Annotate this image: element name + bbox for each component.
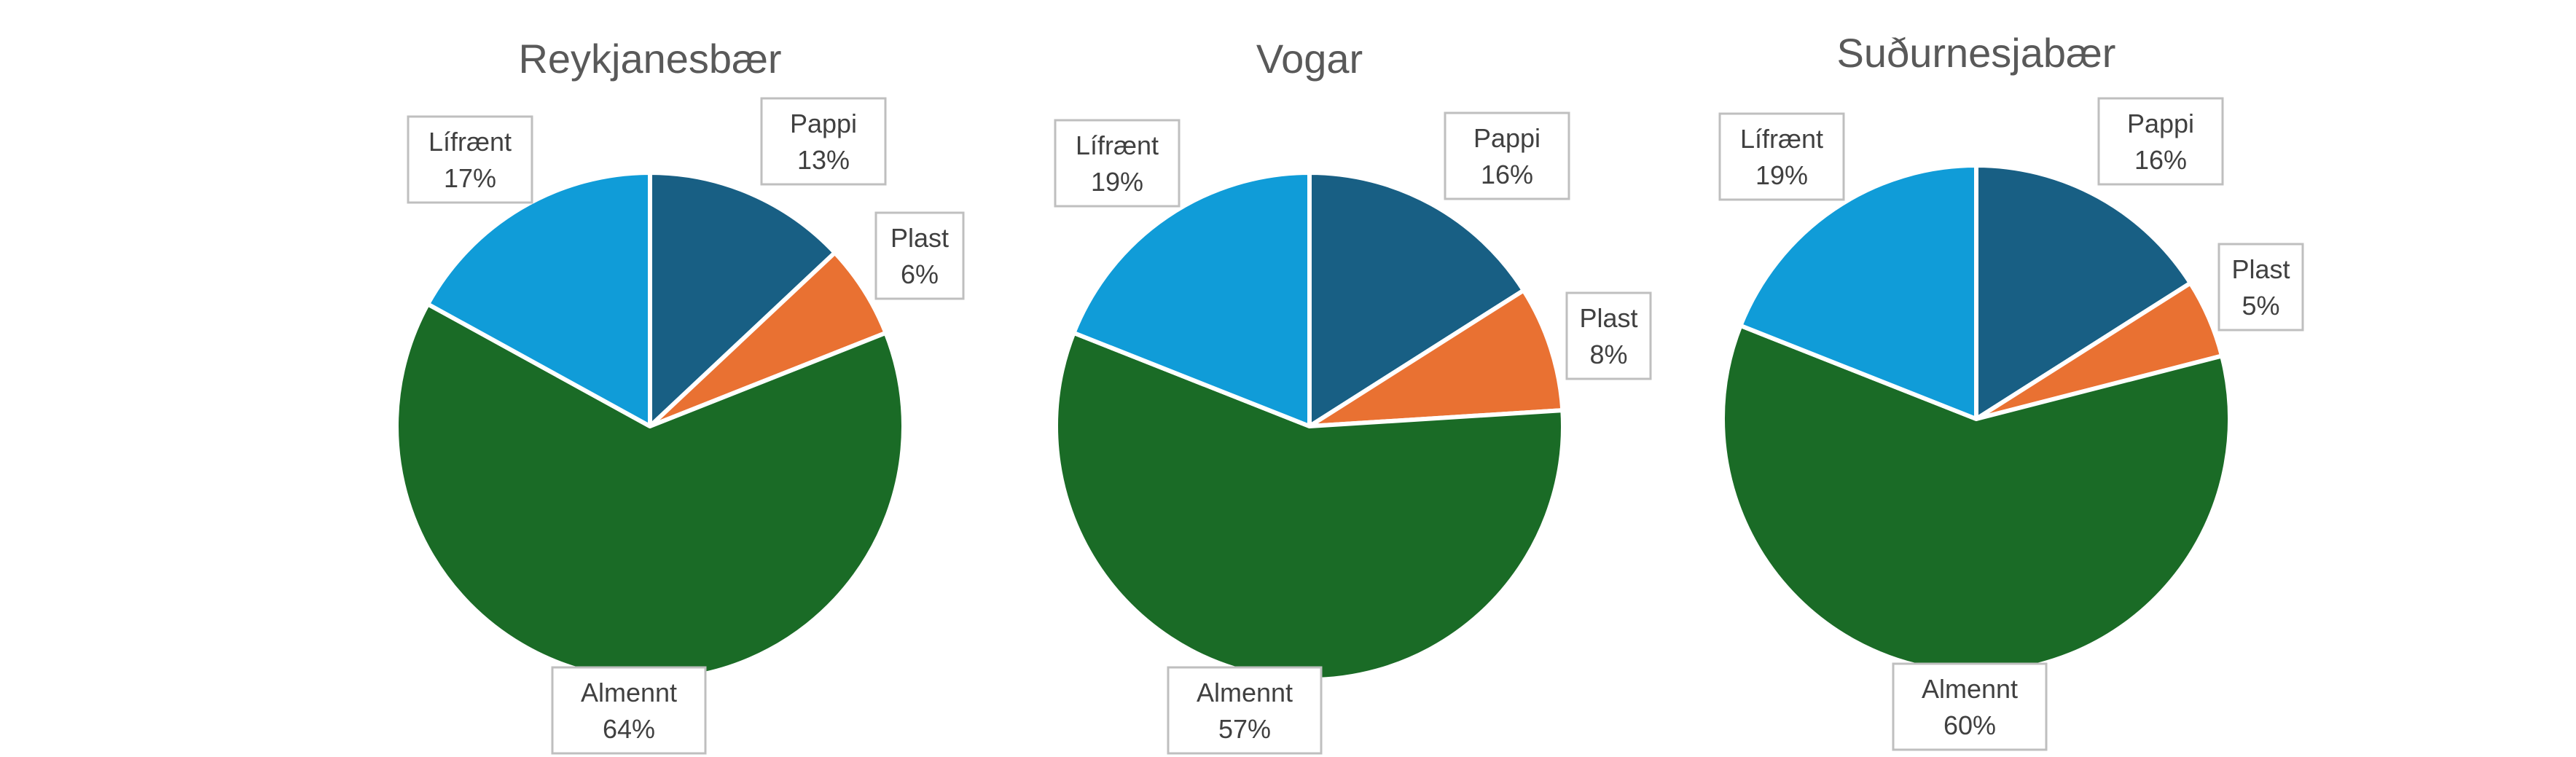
pie-slice-pappi	[1307, 170, 1526, 428]
chart-title: Vogar	[1256, 36, 1363, 82]
data-label-percent: 8%	[1589, 340, 1627, 369]
data-label-percent: 60%	[1943, 710, 1996, 740]
pie-slice-lfrnt	[1738, 163, 1978, 421]
data-label-category: Plast	[2231, 254, 2290, 284]
data-label-percent: 19%	[1755, 160, 1808, 190]
data-label-percent: 16%	[2134, 145, 2187, 175]
data-label-almennt: Almennt 57%	[1167, 666, 1323, 755]
data-label-box	[1565, 291, 1652, 380]
data-label-percent: 64%	[603, 714, 655, 744]
data-label-percent: 16%	[1481, 160, 1533, 189]
data-label-box	[1054, 119, 1181, 208]
data-label-category: Lífrænt	[1740, 124, 1823, 154]
data-label-almennt: Almennt 60%	[1892, 662, 2048, 751]
data-label-lfrnt: Lífrænt 19%	[1718, 112, 1845, 201]
pie-slice-pappi	[1974, 163, 2193, 421]
data-label-box	[1892, 662, 2048, 751]
data-label-category: Pappi	[2127, 109, 2194, 138]
pie-chart-reykjanesbaer: Reykjanesbær Pappi 13% Plast 6% Almennt 64% Lí…	[394, 36, 965, 755]
chart-title: Reykjanesbær	[518, 36, 781, 82]
data-label-percent: 57%	[1218, 714, 1271, 744]
data-label-box	[2097, 97, 2224, 186]
data-label-percent: 5%	[2242, 291, 2279, 321]
data-label-category: Pappi	[1473, 123, 1540, 153]
data-label-box	[551, 666, 707, 755]
data-label-box	[1167, 666, 1323, 755]
data-label-category: Lífrænt	[1076, 130, 1159, 160]
data-label-category: Almennt	[1197, 678, 1293, 707]
data-label-box	[1718, 112, 1845, 201]
data-label-percent: 13%	[797, 145, 850, 175]
data-label-percent: 19%	[1091, 167, 1143, 197]
data-label-plast: Plast 5%	[2217, 243, 2304, 332]
data-label-box	[1444, 111, 1570, 200]
data-label-pappi: Pappi 16%	[1444, 111, 1570, 200]
data-label-category: Lífrænt	[428, 127, 512, 157]
data-label-category: Almennt	[581, 678, 677, 707]
pie-slice-lfrnt	[1071, 170, 1312, 428]
data-label-box	[760, 97, 887, 186]
data-label-plast: Plast 8%	[1565, 291, 1652, 380]
pie-slice-pappi	[648, 170, 837, 428]
data-label-percent: 17%	[444, 163, 496, 193]
data-label-pappi: Pappi 16%	[2097, 97, 2224, 186]
pie-chart-vogar: Vogar Pappi 16% Plast 8% Almennt 57% Lífrænt 19…	[1054, 36, 1652, 755]
chart-title: Suðurnesjabær	[1837, 30, 2116, 76]
data-label-pappi: Pappi 13%	[760, 97, 887, 186]
pie-slice-plast	[1307, 288, 1565, 428]
data-label-box	[874, 211, 965, 300]
pie-chart-sudurnesjabaer: Suðurnesjabær Pappi 16% Plast 5% Almennt 60% L…	[1718, 30, 2304, 751]
data-label-category: Pappi	[790, 109, 857, 138]
data-label-box	[2217, 243, 2304, 332]
pie-slice-lfrnt	[426, 170, 652, 428]
data-label-percent: 6%	[901, 259, 939, 289]
data-label-category: Almennt	[1922, 674, 2018, 704]
data-label-almennt: Almennt 64%	[551, 666, 707, 755]
data-label-box	[407, 115, 533, 204]
data-label-lfrnt: Lífrænt 19%	[1054, 119, 1181, 208]
data-label-category: Plast	[1579, 303, 1637, 333]
data-label-lfrnt: Lífrænt 17%	[407, 115, 533, 204]
data-label-plast: Plast 6%	[874, 211, 965, 300]
data-label-category: Plast	[890, 223, 949, 253]
